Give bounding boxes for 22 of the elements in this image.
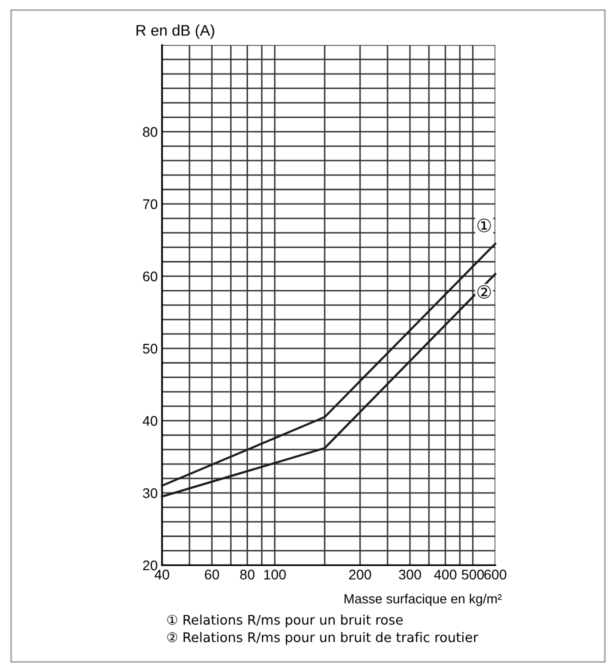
- y-tick-label: 70: [143, 199, 158, 210]
- y-tick-label: 50: [142, 344, 158, 354]
- y-tick-label: 40: [142, 416, 158, 426]
- x-tick-label: 100: [264, 570, 286, 580]
- x-axis-title: Masse surfacique en kg/m²: [344, 594, 502, 606]
- x-tick-label: 500: [462, 570, 484, 580]
- y-tick-label: 60: [143, 272, 158, 282]
- y-tick-label: 20: [143, 560, 158, 570]
- x-tick-label: 60: [204, 570, 220, 580]
- series-label: ①: [477, 218, 491, 232]
- y-tick-label: 30: [142, 488, 158, 498]
- y-axis-title: R en dB (A): [136, 24, 214, 39]
- x-tick-label: 80: [240, 570, 254, 580]
- x-tick-label: 600: [484, 570, 506, 580]
- series-label: ②: [477, 285, 491, 299]
- y-tick-label: 80: [143, 127, 158, 137]
- text: ② Relations R/ms pour un bruit de trafic routier: [167, 632, 478, 645]
- text: ① Relations R/ms pour un bruit rose: [167, 614, 403, 628]
- x-tick-label: 200: [349, 570, 372, 580]
- x-tick-label: 300: [398, 570, 422, 580]
- x-tick-label: 400: [434, 570, 456, 580]
- x-tick-label: 40: [154, 570, 170, 580]
